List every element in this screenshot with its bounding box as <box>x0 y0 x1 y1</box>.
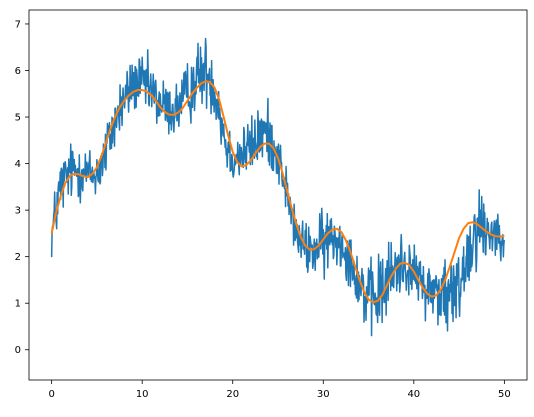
y-tick-label: 1 <box>15 299 21 310</box>
noisy-series-line <box>50 37 506 337</box>
x-tick-label: 50 <box>498 389 511 400</box>
y-tick-label: 3 <box>15 206 21 217</box>
smooth-series-line <box>50 80 505 304</box>
x-tick-label: 30 <box>317 389 330 400</box>
y-tick-label: 7 <box>15 19 21 30</box>
x-tick-label: 40 <box>407 389 420 400</box>
x-tick-label: 0 <box>48 389 54 400</box>
y-tick-label: 0 <box>15 345 21 356</box>
series-layer <box>50 37 506 337</box>
y-axis: 0 1 2 3 4 5 6 7 <box>15 19 29 356</box>
y-tick-label: 2 <box>15 252 21 263</box>
axes-frame <box>28 9 528 381</box>
y-tick-label: 6 <box>15 66 21 77</box>
x-tick-label: 20 <box>226 389 239 400</box>
x-axis: 0 10 20 30 40 50 <box>48 380 511 400</box>
y-tick-label: 4 <box>15 159 21 170</box>
x-tick-label: 10 <box>136 389 149 400</box>
y-tick-label: 5 <box>15 113 21 124</box>
